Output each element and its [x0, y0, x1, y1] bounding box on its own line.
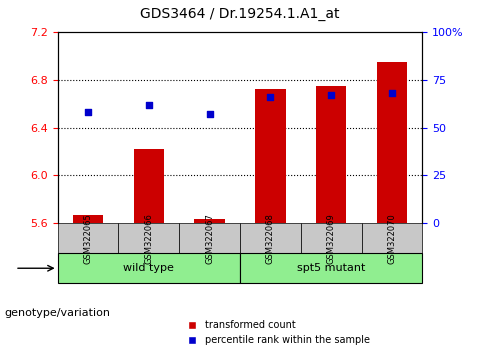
Legend: transformed count, percentile rank within the sample: transformed count, percentile rank withi… — [183, 316, 373, 349]
Point — [327, 92, 335, 98]
Point — [266, 94, 274, 100]
FancyBboxPatch shape — [179, 223, 240, 253]
FancyBboxPatch shape — [119, 223, 179, 253]
Text: spt5 mutant: spt5 mutant — [297, 263, 365, 273]
Text: GSM322068: GSM322068 — [266, 213, 275, 264]
Point — [206, 112, 214, 117]
Bar — [194, 218, 225, 223]
Text: GSM322067: GSM322067 — [205, 213, 214, 264]
FancyBboxPatch shape — [58, 253, 240, 283]
FancyBboxPatch shape — [240, 253, 422, 283]
Bar — [73, 215, 103, 223]
FancyBboxPatch shape — [301, 223, 361, 253]
Bar — [133, 149, 164, 223]
Bar — [316, 86, 347, 223]
FancyBboxPatch shape — [361, 223, 422, 253]
Text: GSM322069: GSM322069 — [327, 213, 336, 264]
Bar — [377, 62, 407, 223]
Text: GDS3464 / Dr.19254.1.A1_at: GDS3464 / Dr.19254.1.A1_at — [140, 7, 340, 21]
Text: wild type: wild type — [123, 263, 174, 273]
Text: GSM322066: GSM322066 — [144, 213, 153, 264]
Text: GSM322065: GSM322065 — [84, 213, 93, 264]
FancyBboxPatch shape — [58, 223, 119, 253]
Text: genotype/variation: genotype/variation — [5, 308, 111, 318]
Text: GSM322070: GSM322070 — [387, 213, 396, 264]
Point — [84, 109, 92, 115]
Bar — [255, 89, 286, 223]
Point — [145, 102, 153, 108]
Point — [388, 90, 396, 96]
FancyBboxPatch shape — [240, 223, 301, 253]
